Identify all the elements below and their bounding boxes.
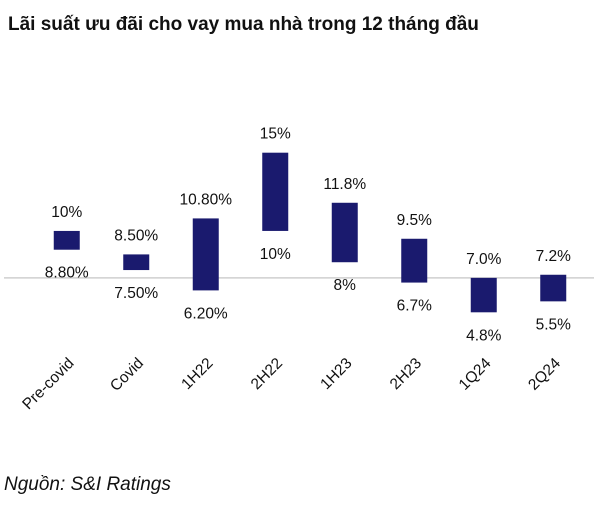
low-label: 10% [260, 246, 291, 263]
high-label: 11.8% [323, 176, 366, 193]
x-tick-label: Covid [107, 355, 147, 395]
x-tick-label: 2H22 [248, 355, 286, 393]
high-label: 15% [260, 126, 291, 143]
range-bar-2h22 [262, 152, 289, 231]
low-label: 6.20% [184, 305, 228, 322]
chart-title: Lãi suất ưu đãi cho vay mua nhà trong 12… [8, 14, 479, 35]
x-tick-label: 2H23 [387, 355, 425, 393]
range-bar-1h22 [192, 218, 219, 291]
x-tick-label: 1Q24 [456, 355, 495, 394]
high-label: 10% [51, 204, 82, 221]
x-tick-label: 1H23 [317, 355, 355, 393]
high-label: 8.50% [114, 227, 158, 244]
range-bar-pre-covid [53, 230, 80, 250]
range-bar-2h23 [401, 238, 428, 283]
low-label: 8% [334, 277, 357, 294]
range-bar-2q24 [540, 274, 567, 302]
high-label: 10.80% [179, 191, 232, 208]
high-label: 7.2% [536, 248, 572, 265]
range-bar-1q24 [470, 277, 497, 313]
range-bar-covid [123, 254, 150, 271]
low-label: 8.80% [45, 265, 89, 282]
low-label: 5.5% [536, 316, 572, 333]
high-label: 7.0% [466, 251, 502, 268]
low-label: 6.7% [397, 298, 433, 315]
range-bar-1h23 [331, 202, 358, 263]
source-note: Nguồn: S&I Ratings [4, 474, 171, 495]
x-tick-label: 1H22 [178, 355, 216, 393]
x-tick-label: 2Q24 [525, 355, 564, 394]
low-label: 4.8% [466, 327, 502, 344]
high-label: 9.5% [397, 212, 433, 229]
low-label: 7.50% [114, 285, 158, 302]
x-tick-label: Pre-covid [19, 355, 77, 413]
chart-marks: 10% 8.80% Pre-covid 8.50% 7.50% Covid 10.80% 6.… [19, 126, 571, 413]
